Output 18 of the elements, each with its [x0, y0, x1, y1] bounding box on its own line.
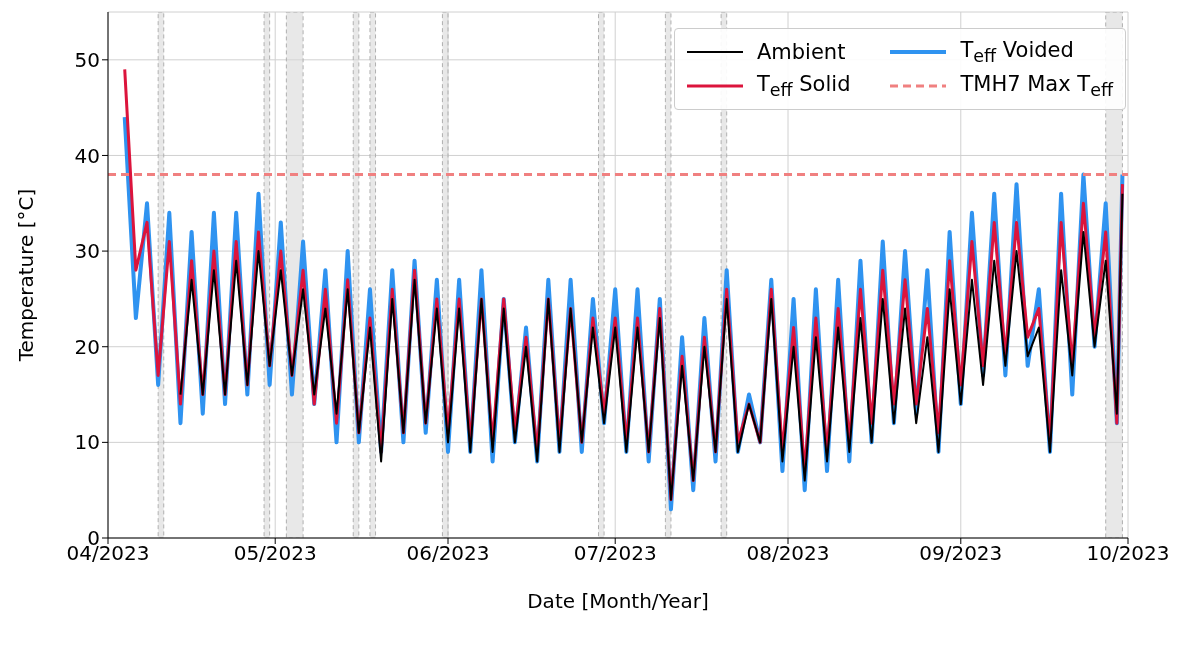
x-tick-label: 07/2023: [573, 541, 657, 566]
y-tick-label: 10: [74, 430, 100, 455]
legend-label: T$_{eff}$ Solid: [756, 71, 851, 101]
y-tick-label: 20: [74, 334, 100, 359]
x-axis-title: Date [Month/Year]: [527, 589, 709, 613]
y-tick-label: 50: [74, 47, 100, 72]
x-tick-label: 06/2023: [406, 541, 490, 566]
x-tick-label: 10/2023: [1086, 541, 1170, 566]
legend-label: TMH7 Max T$_{eff}$: [960, 71, 1113, 101]
legend-label: Ambient: [756, 40, 846, 64]
x-tick-label: 08/2023: [746, 541, 830, 566]
legend-label: T$_{eff}$ Voided: [960, 37, 1074, 67]
line-series: [179, 192, 1124, 501]
x-tick-label: 05/2023: [233, 541, 317, 566]
y-tick-label: 40: [74, 143, 100, 168]
x-tick-label: 09/2023: [919, 541, 1003, 566]
y-tick-label: 30: [74, 239, 100, 264]
y-axis-title: Temperature [°C]: [14, 188, 39, 363]
